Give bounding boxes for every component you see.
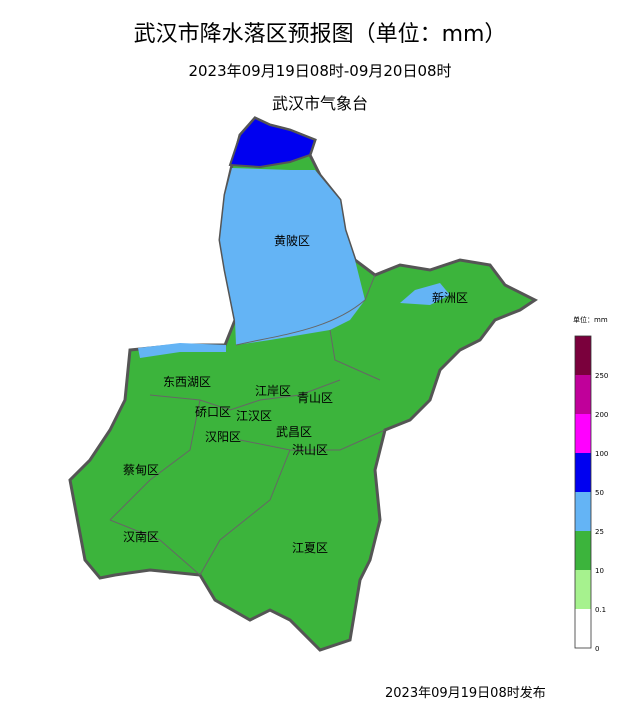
legend-swatch bbox=[575, 414, 591, 453]
area-10-25mm bbox=[68, 116, 538, 652]
legend-tick: 100 bbox=[595, 450, 608, 458]
label-qiaokou: 硚口区 bbox=[195, 405, 231, 419]
area-50-100mm bbox=[228, 116, 317, 169]
legend-tick: 10 bbox=[595, 567, 604, 575]
label-jiangan: 江岸区 bbox=[255, 384, 291, 398]
legend-tick: 200 bbox=[595, 411, 608, 419]
legend-border bbox=[574, 335, 592, 649]
legend-swatch bbox=[575, 531, 591, 570]
label-hanyang: 汉阳区 bbox=[205, 430, 241, 444]
label-xinzhou: 新洲区 bbox=[432, 290, 468, 305]
legend-swatch bbox=[575, 336, 591, 375]
legend-tick: 0.1 bbox=[595, 606, 606, 614]
legend: 单位：mm 250 200 100 50 25 10 0.1 0 bbox=[573, 315, 608, 653]
legend-tick: 50 bbox=[595, 489, 604, 497]
label-caidian: 蔡甸区 bbox=[123, 463, 159, 477]
map-title: 武汉市降水落区预报图（单位：mm） bbox=[133, 22, 507, 47]
label-dongxihu: 东西湖区 bbox=[163, 374, 211, 389]
legend-swatch bbox=[575, 453, 591, 492]
area-25-50mm bbox=[220, 168, 365, 345]
legend-tick: 25 bbox=[595, 528, 604, 536]
legend-tick: 0 bbox=[595, 645, 599, 653]
issuer: 武汉市气象台 bbox=[271, 94, 368, 113]
label-jiangxia: 江夏区 bbox=[292, 541, 328, 555]
label-jianghan: 江汉区 bbox=[236, 409, 272, 423]
area-25-50mm-east bbox=[400, 283, 450, 305]
forecast-period: 2023年09月19日08时-09月20日08时 bbox=[188, 62, 452, 80]
publish-time: 2023年09月19日08时发布 bbox=[385, 686, 546, 701]
legend-swatch bbox=[575, 375, 591, 414]
label-hongshan: 洪山区 bbox=[292, 443, 328, 457]
legend-swatch bbox=[575, 570, 591, 609]
label-qingshan: 青山区 bbox=[297, 391, 333, 405]
area-25-50mm-west bbox=[138, 343, 226, 358]
legend-unit: 单位：mm bbox=[573, 315, 608, 324]
label-huangpi: 黄陂区 bbox=[274, 233, 310, 248]
legend-tick: 250 bbox=[595, 372, 608, 380]
label-wuchang: 武昌区 bbox=[276, 425, 312, 439]
district-labels: 黄陂区 新洲区 东西湖区 江岸区 青山区 硚口区 江汉区 汉阳区 武昌区 洪山区… bbox=[123, 233, 468, 555]
legend-swatch bbox=[575, 609, 591, 648]
label-hannan: 汉南区 bbox=[123, 529, 159, 544]
district-boundaries bbox=[109, 274, 386, 576]
legend-swatch bbox=[575, 492, 591, 531]
